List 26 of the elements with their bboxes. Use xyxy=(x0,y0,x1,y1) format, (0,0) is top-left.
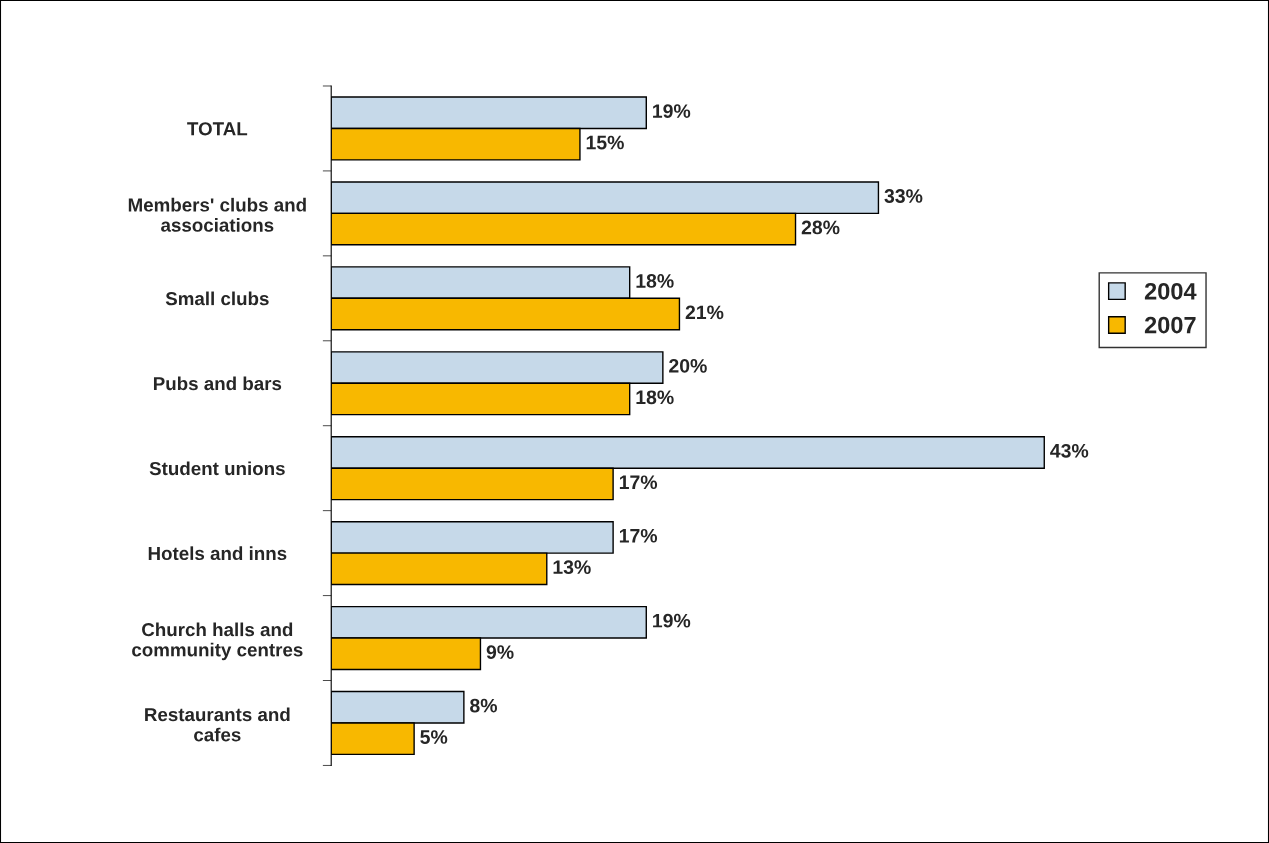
data-label: 13% xyxy=(553,560,591,575)
data-label: 18% xyxy=(636,390,674,405)
data-label: 5% xyxy=(420,730,448,744)
data-label: 8% xyxy=(470,698,498,713)
y-tick-label: Small clubs xyxy=(165,291,269,306)
y-tick-label: Student unions xyxy=(149,461,285,476)
data-label: 18% xyxy=(636,274,674,288)
data-label: 43% xyxy=(1050,443,1089,458)
data-label: 19% xyxy=(653,613,691,628)
y-tick-label: TOTAL xyxy=(187,122,248,136)
data-label: 28% xyxy=(801,220,840,235)
data-label: 20% xyxy=(669,358,707,373)
y-tick-label: Church halls and community centres xyxy=(132,622,303,661)
legend-label: 2007 xyxy=(1144,316,1196,334)
y-tick-label: Pubs and bars xyxy=(153,376,282,391)
y-tick-label: Members' clubs and associations xyxy=(128,197,306,232)
data-label: 17% xyxy=(619,528,658,543)
y-tick-label: Restaurants and cafes xyxy=(145,707,290,742)
y-tick-label: Hotels and inns xyxy=(148,546,287,561)
data-label: 21% xyxy=(685,305,724,320)
legend-label: 2004 xyxy=(1144,282,1197,300)
data-label: 33% xyxy=(884,189,923,203)
data-label: 15% xyxy=(586,135,624,150)
data-label: 9% xyxy=(486,645,514,659)
data-label: 19% xyxy=(653,104,691,118)
data-label: 17% xyxy=(619,475,658,490)
